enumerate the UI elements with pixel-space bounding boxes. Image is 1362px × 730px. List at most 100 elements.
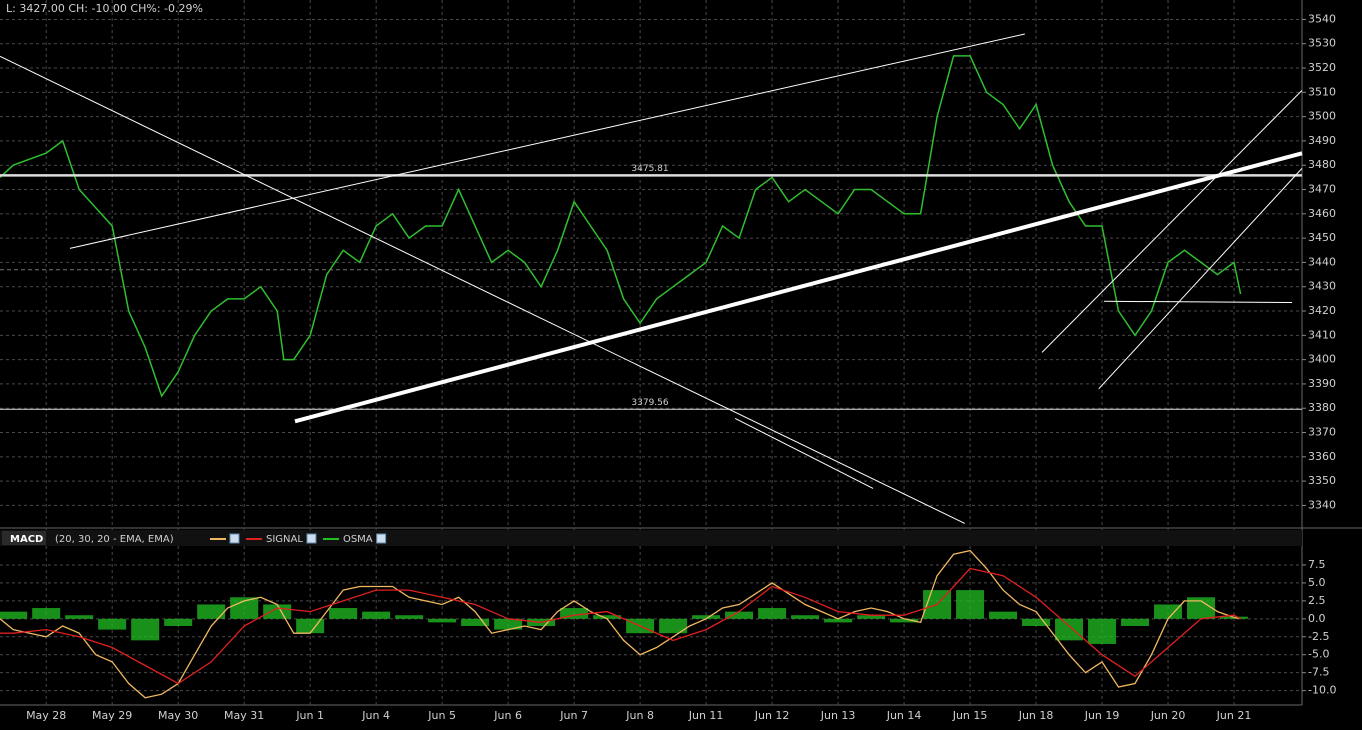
legend-label: OSMA: [343, 534, 373, 545]
x-tick-label: Jun 1: [295, 709, 324, 722]
trend-line: [1104, 300, 1293, 304]
legend-checkbox: [229, 533, 240, 544]
y-tick-label: 3430: [1308, 280, 1336, 293]
x-tick-label: Jun 4: [361, 709, 390, 722]
y-tick-label: 3510: [1308, 85, 1336, 98]
osma-bar: [956, 590, 985, 619]
macd-legend: MACD (20, 30, 20 - EMA, EMA) SIGNAL OSMA: [0, 530, 1302, 546]
legend-title-box: [2, 531, 46, 545]
osma-bar: [98, 618, 127, 630]
trend-line: [734, 417, 874, 489]
x-tick-label: Jun 7: [559, 709, 588, 722]
x-tick-label: Jun 11: [688, 709, 724, 722]
osma-bar: [131, 618, 160, 641]
x-tick-label: Jun 14: [886, 709, 922, 722]
osma-bar: [1187, 597, 1216, 619]
y-tick-label: 3350: [1308, 474, 1336, 487]
y-tick-label: 3420: [1308, 304, 1336, 317]
y-tick-label: 5.0: [1308, 576, 1326, 589]
osma-bar: [296, 618, 325, 634]
osma-bar: [329, 608, 358, 619]
trend-line: [294, 151, 1303, 424]
osma-bar: [197, 604, 226, 619]
y-tick-label: 3340: [1308, 498, 1336, 511]
y-tick-label: 3540: [1308, 12, 1336, 25]
y-tick-label: 3520: [1308, 61, 1336, 74]
y-tick-label: 3480: [1308, 158, 1336, 171]
x-tick-label: Jun 21: [1216, 709, 1252, 722]
x-tick-label: Jun 12: [754, 709, 790, 722]
y-tick-label: 2.5: [1308, 594, 1326, 607]
osma-bar: [791, 615, 820, 619]
y-tick-label: 3450: [1308, 231, 1336, 244]
legend-title: MACD: [10, 534, 43, 545]
y-tick-label: 3380: [1308, 401, 1336, 414]
osma-bar: [494, 618, 523, 630]
osma-bar: [857, 615, 886, 619]
y-tick-label: 3360: [1308, 450, 1336, 463]
osma-bar: [725, 611, 754, 619]
legend-checkbox: [376, 533, 387, 544]
x-tick-label: May 30: [158, 709, 198, 722]
osma-bar: [0, 611, 28, 619]
y-tick-label: 3410: [1308, 328, 1336, 341]
y-tick-label: -10.0: [1308, 684, 1336, 697]
x-tick-label: Jun 18: [1018, 709, 1054, 722]
osma-bar: [560, 608, 589, 619]
osma-bar: [164, 618, 193, 626]
osma-bar: [758, 608, 787, 619]
osma-bar: [1022, 618, 1051, 626]
marks: [0, 33, 1303, 699]
x-tick-label: Jun 13: [820, 709, 856, 722]
osma-bar: [593, 615, 622, 619]
y-tick-label: 3470: [1308, 183, 1336, 196]
quote-info: L: 3427.00 CH: -10.00 CH%: -0.29%: [6, 2, 203, 15]
x-tick-label: May 28: [26, 709, 66, 722]
series-line: [0, 549, 1241, 699]
x-tick-label: Jun 20: [1150, 709, 1186, 722]
osma-bar: [395, 615, 424, 619]
level-label: 3379.56: [631, 398, 668, 408]
level-label: 3475.81: [631, 164, 668, 174]
osma-bar: [230, 597, 259, 619]
y-tick-label: 3460: [1308, 207, 1336, 220]
x-tick-label: Jun 8: [625, 709, 654, 722]
y-tick-label: 0.0: [1308, 612, 1326, 625]
y-tick-label: 3400: [1308, 353, 1336, 366]
osma-bar: [989, 611, 1018, 619]
series-line: [0, 567, 1241, 685]
x-tick-label: May 29: [92, 709, 132, 722]
legend-label: SIGNAL: [266, 534, 303, 545]
osma-bar: [65, 615, 94, 619]
osma-bar: [1055, 618, 1084, 641]
osma-bar: [263, 604, 292, 619]
osma-bar: [32, 608, 61, 619]
y-tick-label: 3440: [1308, 255, 1336, 268]
grid: [0, 0, 1302, 705]
y-tick-label: 3490: [1308, 134, 1336, 147]
trend-line: [0, 55, 966, 524]
trend-line: [1098, 168, 1303, 390]
legend-bar: [0, 530, 1302, 546]
y-tick-label: 3390: [1308, 377, 1336, 390]
trend-line: [69, 33, 1025, 249]
y-tick-label: 3370: [1308, 426, 1336, 439]
y-tick-label: 3500: [1308, 110, 1336, 123]
osma-bar: [1121, 618, 1150, 626]
x-tick-label: Jun 15: [952, 709, 988, 722]
x-tick-label: Jun 6: [493, 709, 522, 722]
osma-bar: [890, 618, 919, 623]
osma-bar: [362, 611, 391, 619]
osma-bar: [1154, 604, 1183, 619]
osma-bar: [659, 618, 688, 634]
osma-bar: [1088, 618, 1117, 644]
y-tick-label: -5.0: [1308, 648, 1329, 661]
x-tick-label: Jun 5: [427, 709, 456, 722]
legend-params: (20, 30, 20 - EMA, EMA): [55, 534, 174, 545]
x-tick-label: May 31: [224, 709, 264, 722]
osma-bar: [824, 618, 853, 623]
x-tick-label: Jun 19: [1084, 709, 1120, 722]
y-tick-label: -2.5: [1308, 630, 1329, 643]
y-tick-label: 7.5: [1308, 558, 1326, 571]
